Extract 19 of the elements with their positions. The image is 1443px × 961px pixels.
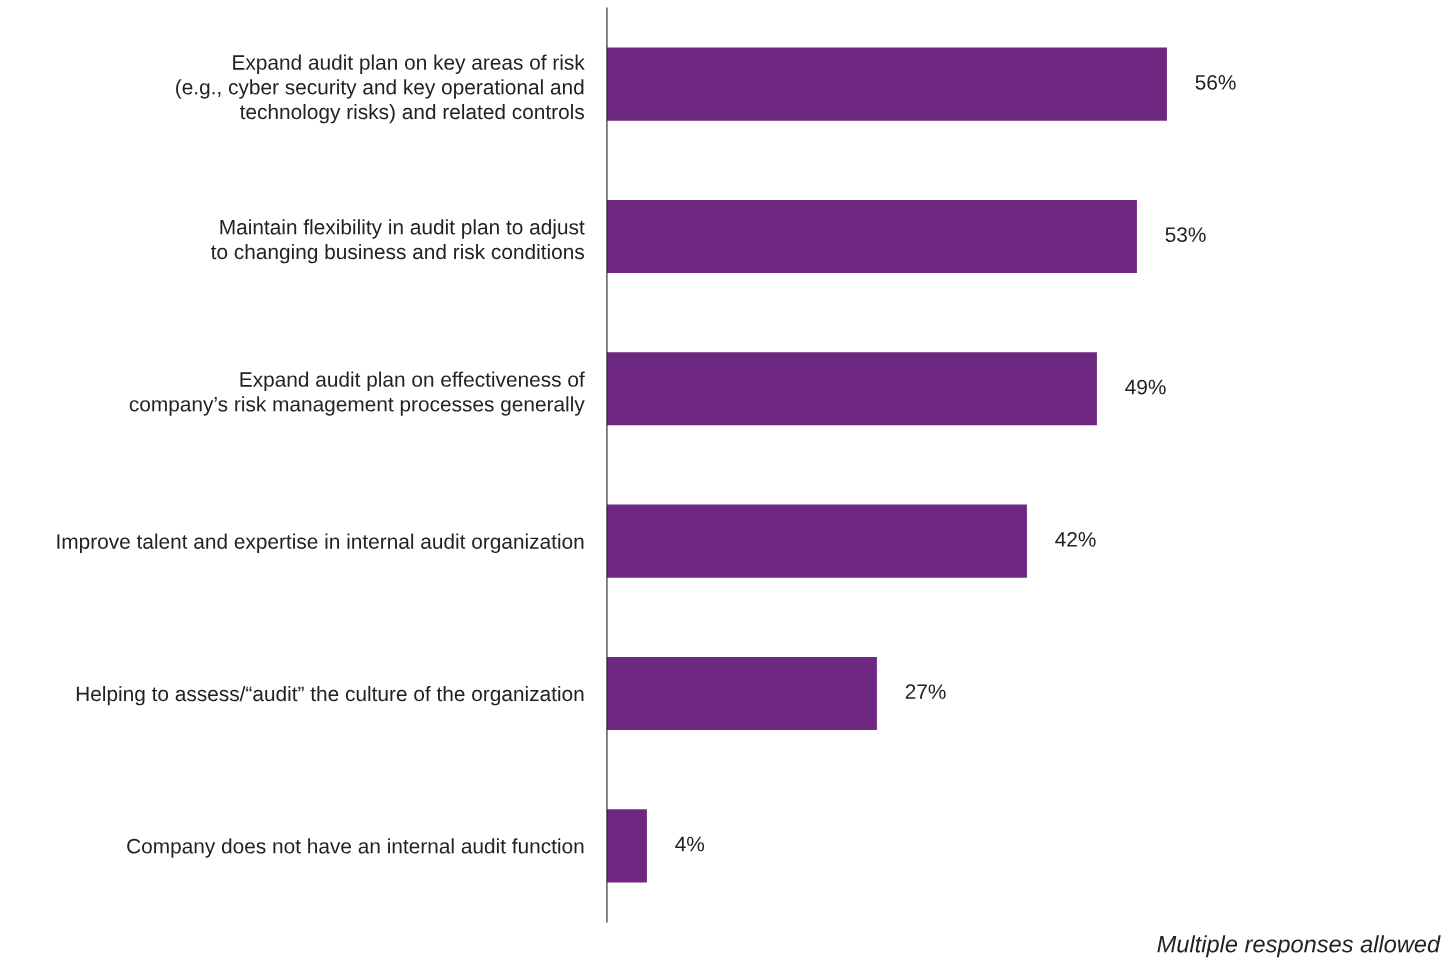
bar [606,352,1097,426]
bar [606,809,647,883]
y-tick-label: Expand audit plan on key areas of risk (e.g., cyber security and key operational and technology risks) and related controls [176,54,585,124]
data-label: 27% [905,684,946,699]
bar [606,656,877,731]
y-tick-label: Improve talent and expertise in internal audit organization [57,533,584,554]
bar [606,47,1167,121]
y-tick-label: Maintain flexibility in audit plan to adjust to changing business and risk conditions [210,219,585,264]
data-label: 53% [1165,227,1206,243]
y-tick-label: Expand audit plan on effectiveness of company’s risk management processes generally [129,371,585,416]
bar [606,504,1027,578]
y-tick-label: Helping to assess/“audit” the culture of the organization [76,685,584,706]
data-label: 49% [1125,379,1166,395]
data-label: 42% [1055,531,1096,547]
data-label: 4% [675,836,705,852]
y-tick-label: Company does not have an internal audit function [127,838,584,858]
data-label: 56% [1195,74,1236,90]
bar [606,199,1137,274]
text: Multiple responses allowed [1157,935,1441,958]
